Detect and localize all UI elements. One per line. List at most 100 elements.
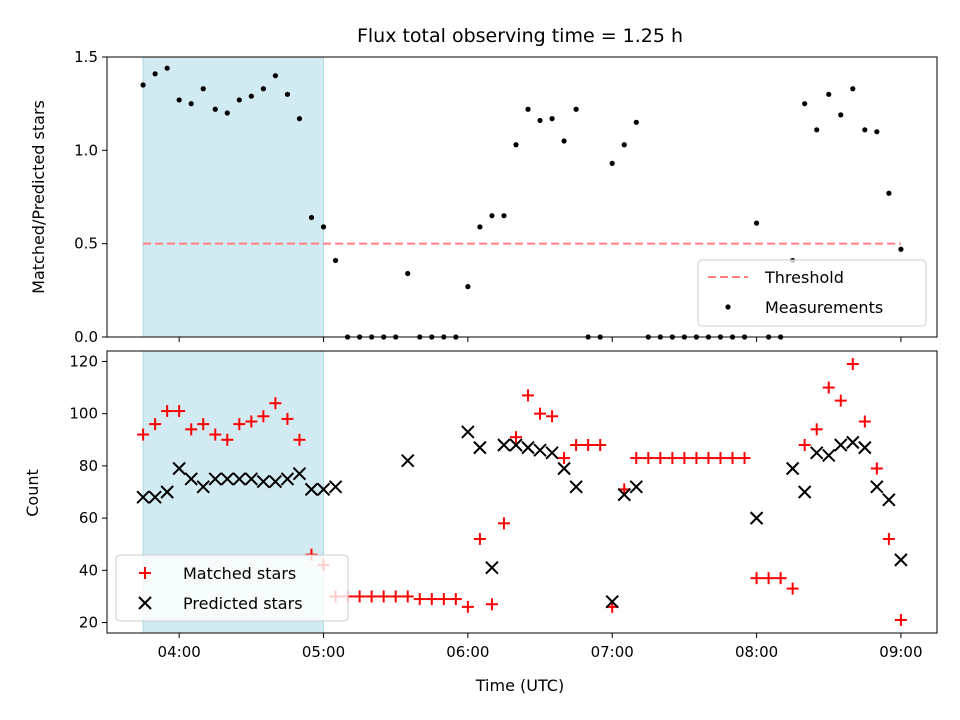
predicted-point <box>509 438 523 452</box>
measurement-point <box>489 213 495 219</box>
predicted-point <box>533 443 547 457</box>
count-y-tick-label: 20 <box>79 614 98 632</box>
matched-point <box>365 590 378 603</box>
x-tick-label: 07:00 <box>591 643 634 661</box>
x-axis-label: Time (UTC) <box>475 676 564 695</box>
count-legend-box <box>115 554 349 622</box>
ratio-y-axis-label: Matched/Predicted stars <box>29 100 48 294</box>
predicted-point <box>136 490 150 504</box>
predicted-point <box>894 553 908 567</box>
matched-point <box>185 423 198 436</box>
count-y-tick-label: 40 <box>79 561 98 579</box>
matched-point <box>413 593 426 606</box>
count-y-tick-label: 100 <box>69 405 98 423</box>
measurement-point <box>826 91 832 97</box>
measurement-point <box>308 214 315 221</box>
measurement-point <box>753 220 760 226</box>
measurement-point <box>248 93 254 99</box>
measurement-point <box>874 129 880 135</box>
matched-point <box>173 405 186 418</box>
x-tick-label: 04:00 <box>158 643 201 661</box>
measurement-point <box>838 112 844 118</box>
measurement-point <box>621 142 627 148</box>
matched-point <box>822 381 835 394</box>
predicted-point <box>148 490 162 504</box>
matched-point <box>858 415 871 428</box>
matched-point <box>401 590 414 603</box>
matched-point <box>353 590 366 603</box>
predicted-point <box>461 425 475 439</box>
matched-point <box>882 533 895 545</box>
matched-point <box>810 423 823 436</box>
matched-point <box>485 598 498 611</box>
matched-point <box>762 572 775 585</box>
matched-point <box>209 428 222 441</box>
matched-point <box>546 410 559 423</box>
count-panel: 04:00 05:00 06:00 07:00 08:00 09:00 20 40 60 80 10… <box>23 350 938 695</box>
measurement-point <box>236 97 242 103</box>
measurement-point <box>862 127 868 133</box>
matched-point <box>654 452 667 465</box>
chart-title: Flux total observing time = 1.25 h <box>357 25 683 47</box>
predicted-point <box>797 485 812 499</box>
measurement-point <box>549 116 555 122</box>
predicted-point <box>292 467 307 481</box>
matched-point <box>449 593 462 606</box>
matched-point <box>894 613 907 626</box>
measurement-point <box>176 97 182 103</box>
measurement-point <box>802 101 808 107</box>
predicted-point <box>569 480 583 494</box>
measurement-point <box>609 160 615 166</box>
measurement-point <box>573 106 579 112</box>
matched-point <box>714 452 727 465</box>
measurement-point <box>296 116 303 122</box>
measurement-point <box>164 65 170 71</box>
predicted-point <box>545 446 559 460</box>
measurement-point <box>405 270 411 277</box>
count-legend: Matched stars Predicted stars <box>115 554 349 622</box>
count-y-tick-label: 80 <box>79 457 98 475</box>
ratio-plot-frame <box>106 56 938 338</box>
matched-point <box>233 418 246 431</box>
matched-point <box>461 600 474 613</box>
threshold-legend-label: Threshold <box>764 268 844 287</box>
count-series-0 <box>137 358 907 626</box>
ratio-y-tick-label: 0.0 <box>74 328 98 346</box>
predicted-point <box>160 485 174 499</box>
matched-point <box>377 590 390 603</box>
predicted-point <box>617 487 631 502</box>
measurement-point <box>537 117 543 124</box>
ratio-legend-box <box>697 259 927 327</box>
matched-legend-swatch <box>139 567 151 579</box>
count-y-tick-label: 60 <box>79 509 98 527</box>
measurement-point <box>332 257 339 264</box>
predicted-point <box>196 480 210 494</box>
ratio-y-tick-label: 1.5 <box>74 48 98 66</box>
matched-point <box>197 418 210 431</box>
x-tick-label: 09:00 <box>879 643 922 661</box>
measurement-point <box>200 86 206 92</box>
matched-point <box>149 418 162 431</box>
predicted-point <box>485 561 499 575</box>
matched-point <box>666 452 679 465</box>
measurement-point <box>633 119 639 125</box>
matched-point <box>269 397 282 410</box>
matched-point <box>257 410 270 423</box>
matched-point <box>137 428 150 441</box>
predicted-point <box>220 472 234 486</box>
ratio-legend: Threshold Measurements <box>697 259 927 327</box>
predicted-point <box>304 482 319 497</box>
measurement-point <box>320 224 327 230</box>
measurement-point <box>465 284 471 290</box>
predicted-point <box>497 438 511 452</box>
predicted-point <box>870 480 884 494</box>
predicted-point <box>256 474 271 489</box>
predicted-point <box>858 440 872 455</box>
matched-point <box>630 452 643 465</box>
ratio-observing-window-shade <box>142 56 325 338</box>
matched-point <box>570 439 583 451</box>
matched-point <box>750 572 763 585</box>
measurement-point <box>886 190 892 196</box>
measurement-point <box>152 71 158 77</box>
